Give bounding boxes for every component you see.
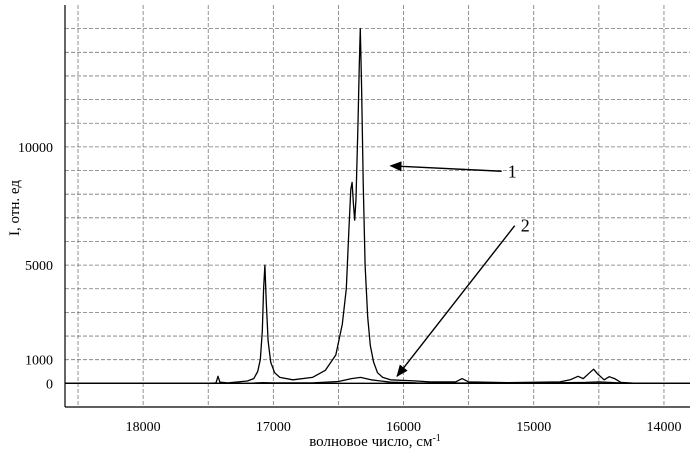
x-tick-label: 16000 — [386, 420, 421, 435]
grid — [65, 5, 690, 407]
x-tick-label: 15000 — [516, 420, 551, 435]
annotations: 12 — [391, 161, 530, 376]
annotation-arrow-2 — [397, 226, 515, 377]
plot-frame — [65, 5, 690, 407]
series-line-2 — [65, 377, 690, 383]
series-line-1 — [65, 29, 690, 384]
x-axis-title: волновое число, см-1 — [309, 433, 441, 451]
y-tick-label: 0 — [46, 377, 53, 392]
y-tick-label: 5000 — [25, 259, 53, 274]
tick-labels: 18000 17000 16000 15000 14000 0 1000 5000 10000 — [18, 141, 681, 435]
annotation-label-1: 1 — [508, 161, 517, 181]
x-tick-label: 14000 — [646, 420, 681, 435]
y-tick-label: 1000 — [25, 354, 53, 369]
x-axis-title-main: волновое число, см — [309, 434, 433, 450]
y-tick-label: 10000 — [18, 141, 53, 156]
x-tick-label: 17000 — [256, 420, 291, 435]
y-axis-title: I, отн. ед — [7, 180, 23, 236]
x-tick-label: 18000 — [126, 420, 161, 435]
annotation-label-2: 2 — [521, 216, 530, 236]
x-axis-title-sup: -1 — [432, 433, 440, 444]
series-layer — [65, 29, 690, 384]
